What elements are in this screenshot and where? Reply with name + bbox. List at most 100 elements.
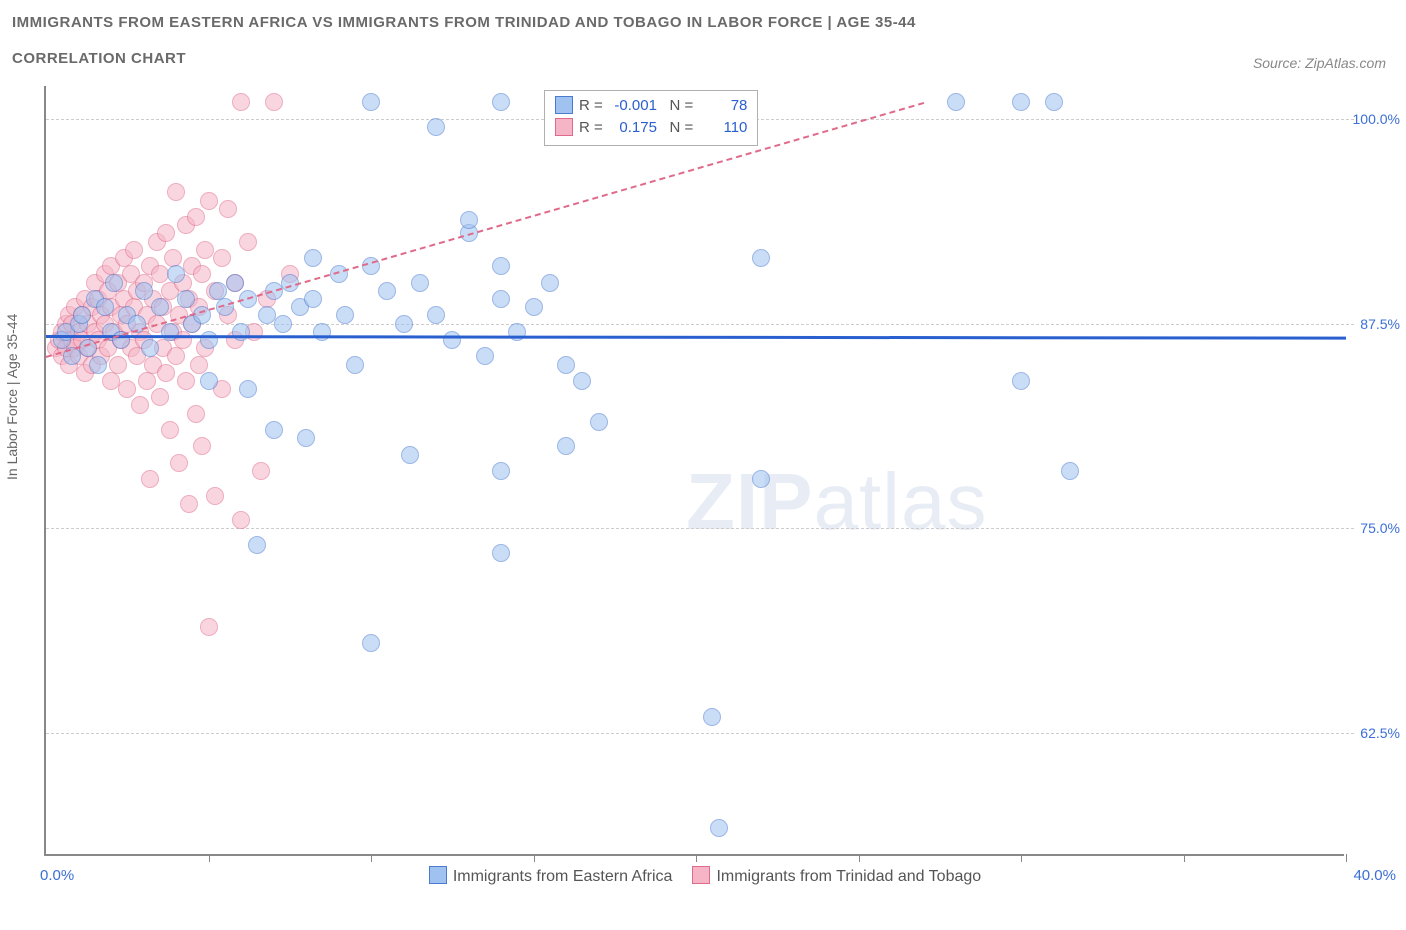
- scatter-point-eastern_africa: [209, 282, 227, 300]
- r-label: R =: [579, 97, 603, 114]
- chart-title-line1: IMMIGRANTS FROM EASTERN AFRICA VS IMMIGR…: [12, 14, 916, 31]
- n-value: 110: [697, 117, 747, 139]
- x-tick: [209, 854, 210, 862]
- stats-legend-row: R = 0.175 N = 110: [555, 117, 747, 139]
- n-value: 78: [697, 95, 747, 117]
- scatter-point-eastern_africa: [1012, 93, 1030, 111]
- scatter-point-trinidad_tobago: [164, 249, 182, 267]
- y-tick-label: 75.0%: [1360, 520, 1400, 536]
- scatter-point-eastern_africa: [135, 282, 153, 300]
- scatter-point-eastern_africa: [239, 380, 257, 398]
- scatter-point-eastern_africa: [177, 290, 195, 308]
- scatter-point-eastern_africa: [362, 93, 380, 111]
- y-tick-label: 100.0%: [1353, 111, 1400, 127]
- scatter-point-eastern_africa: [226, 274, 244, 292]
- legend-label: Immigrants from Trinidad and Tobago: [716, 868, 981, 885]
- scatter-point-eastern_africa: [346, 356, 364, 374]
- scatter-point-trinidad_tobago: [125, 241, 143, 259]
- scatter-point-trinidad_tobago: [265, 93, 283, 111]
- scatter-point-eastern_africa: [460, 211, 478, 229]
- scatter-point-eastern_africa: [401, 446, 419, 464]
- scatter-point-trinidad_tobago: [167, 183, 185, 201]
- scatter-point-eastern_africa: [541, 274, 559, 292]
- stats-legend-row: R = -0.001 N = 78: [555, 95, 747, 117]
- scatter-point-eastern_africa: [274, 315, 292, 333]
- x-tick: [1346, 854, 1347, 862]
- scatter-point-trinidad_tobago: [161, 421, 179, 439]
- scatter-point-eastern_africa: [492, 462, 510, 480]
- scatter-point-eastern_africa: [492, 93, 510, 111]
- scatter-point-eastern_africa: [96, 298, 114, 316]
- watermark: ZIPatlas: [686, 456, 987, 548]
- scatter-point-eastern_africa: [304, 290, 322, 308]
- scatter-point-eastern_africa: [297, 429, 315, 447]
- scatter-point-trinidad_tobago: [190, 356, 208, 374]
- y-tick-label: 87.5%: [1360, 316, 1400, 332]
- scatter-point-trinidad_tobago: [252, 462, 270, 480]
- scatter-point-eastern_africa: [265, 421, 283, 439]
- legend-swatch: [555, 96, 573, 114]
- scatter-point-trinidad_tobago: [232, 511, 250, 529]
- scatter-point-eastern_africa: [492, 290, 510, 308]
- scatter-point-trinidad_tobago: [118, 380, 136, 398]
- scatter-point-eastern_africa: [89, 356, 107, 374]
- watermark-light: atlas: [813, 457, 987, 546]
- scatter-point-eastern_africa: [1045, 93, 1063, 111]
- scatter-point-trinidad_tobago: [187, 405, 205, 423]
- x-tick: [1021, 854, 1022, 862]
- legend-swatch: [429, 866, 447, 884]
- scatter-point-eastern_africa: [1061, 462, 1079, 480]
- x-tick: [534, 854, 535, 862]
- scatter-point-trinidad_tobago: [232, 93, 250, 111]
- scatter-point-eastern_africa: [492, 544, 510, 562]
- scatter-point-trinidad_tobago: [157, 364, 175, 382]
- scatter-point-trinidad_tobago: [200, 192, 218, 210]
- scatter-point-eastern_africa: [476, 347, 494, 365]
- scatter-point-eastern_africa: [557, 437, 575, 455]
- scatter-point-eastern_africa: [947, 93, 965, 111]
- scatter-point-eastern_africa: [105, 274, 123, 292]
- scatter-point-eastern_africa: [427, 306, 445, 324]
- x-tick: [696, 854, 697, 862]
- scatter-point-eastern_africa: [378, 282, 396, 300]
- scatter-point-eastern_africa: [200, 331, 218, 349]
- series-legend: Immigrants from Eastern AfricaImmigrants…: [46, 866, 1344, 886]
- scatter-plot: ZIPatlas 62.5%75.0%87.5%100.0%0.0%40.0%R…: [44, 86, 1344, 856]
- scatter-point-eastern_africa: [590, 413, 608, 431]
- scatter-point-trinidad_tobago: [138, 372, 156, 390]
- x-tick: [1184, 854, 1185, 862]
- scatter-point-eastern_africa: [151, 298, 169, 316]
- scatter-point-eastern_africa: [752, 249, 770, 267]
- scatter-point-trinidad_tobago: [170, 454, 188, 472]
- scatter-point-trinidad_tobago: [141, 470, 159, 488]
- legend-swatch: [692, 866, 710, 884]
- r-value: 0.175: [607, 117, 657, 139]
- scatter-point-trinidad_tobago: [219, 200, 237, 218]
- scatter-point-eastern_africa: [525, 298, 543, 316]
- scatter-point-trinidad_tobago: [131, 396, 149, 414]
- r-label: R =: [579, 119, 603, 136]
- chart-title-line2: CORRELATION CHART: [12, 50, 186, 67]
- y-axis-label: In Labor Force | Age 35-44: [4, 314, 20, 480]
- scatter-point-eastern_africa: [395, 315, 413, 333]
- scatter-point-eastern_africa: [304, 249, 322, 267]
- scatter-point-eastern_africa: [710, 819, 728, 837]
- legend-swatch: [555, 118, 573, 136]
- scatter-point-trinidad_tobago: [167, 347, 185, 365]
- scatter-point-trinidad_tobago: [193, 437, 211, 455]
- scatter-point-trinidad_tobago: [200, 618, 218, 636]
- watermark-bold: ZIP: [686, 457, 813, 546]
- scatter-point-eastern_africa: [557, 356, 575, 374]
- r-value: -0.001: [607, 95, 657, 117]
- scatter-point-eastern_africa: [73, 306, 91, 324]
- scatter-point-eastern_africa: [573, 372, 591, 390]
- x-axis-max-label: 40.0%: [1353, 867, 1396, 884]
- scatter-point-eastern_africa: [248, 536, 266, 554]
- scatter-point-trinidad_tobago: [177, 372, 195, 390]
- scatter-point-trinidad_tobago: [187, 208, 205, 226]
- y-tick-label: 62.5%: [1360, 725, 1400, 741]
- scatter-point-trinidad_tobago: [206, 487, 224, 505]
- scatter-point-eastern_africa: [200, 372, 218, 390]
- n-label: N =: [669, 119, 693, 136]
- scatter-point-trinidad_tobago: [109, 356, 127, 374]
